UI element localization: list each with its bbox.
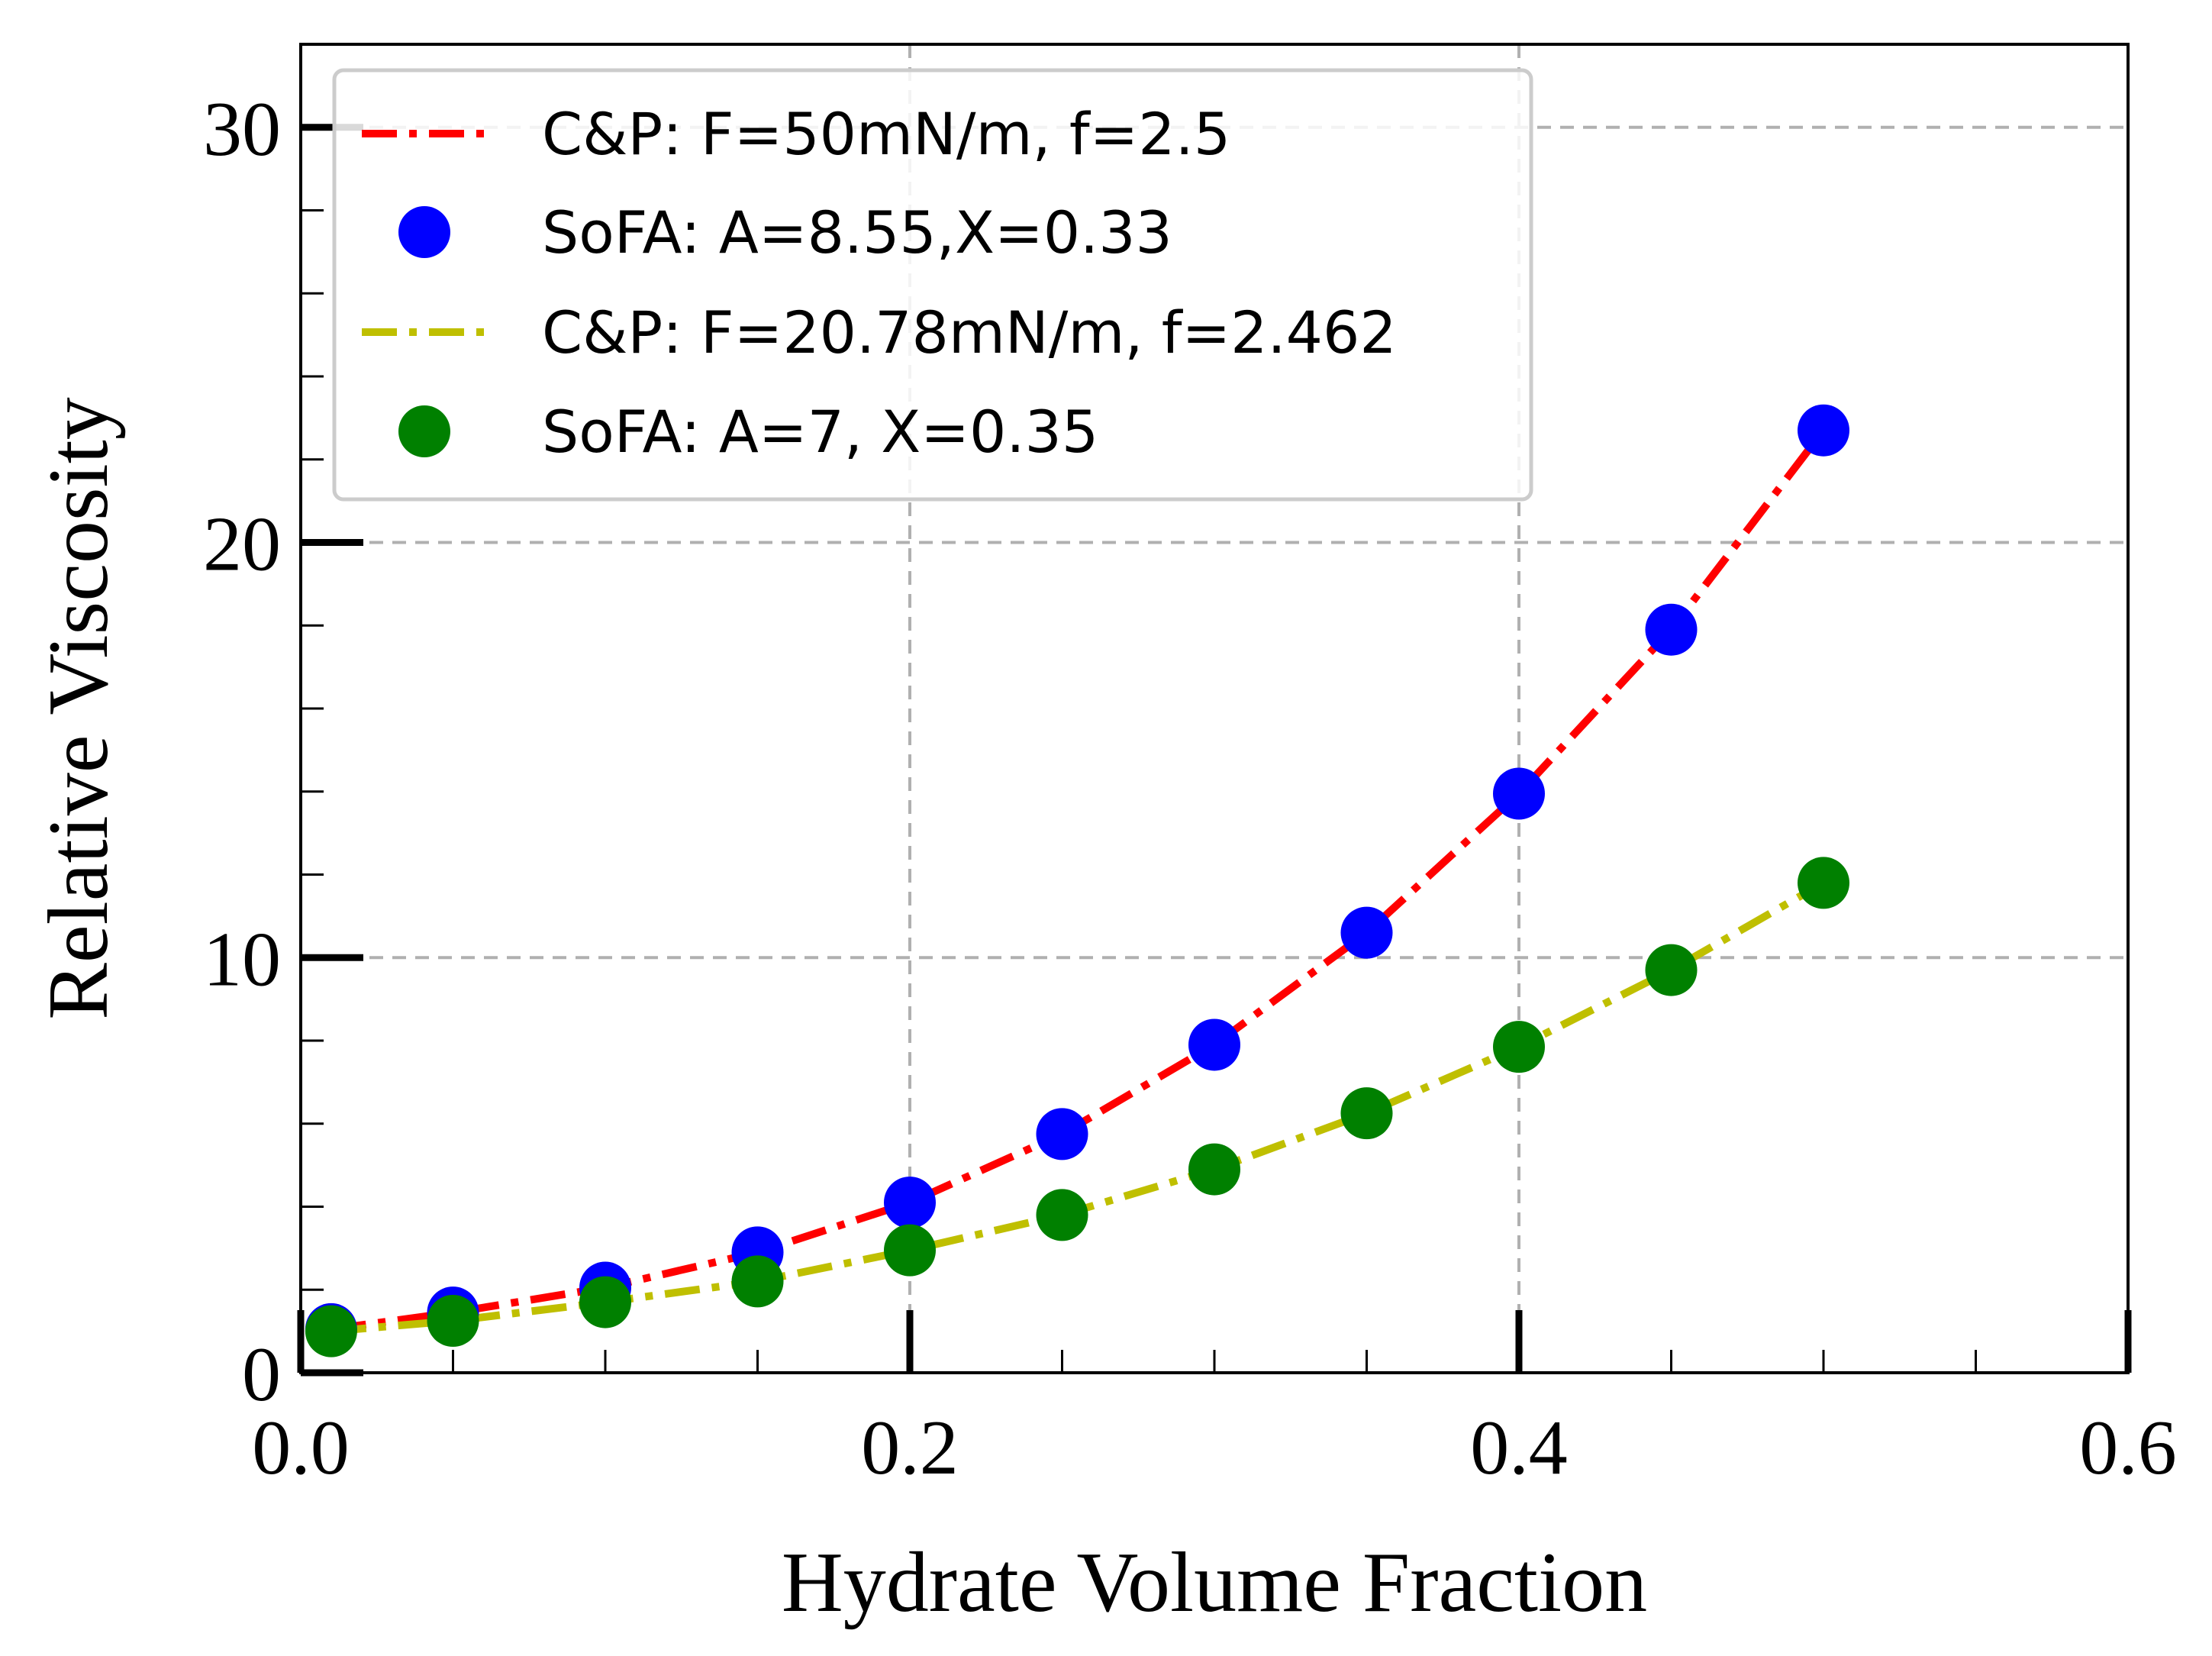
data-point <box>1645 603 1698 656</box>
x-tick-label: 0.0 <box>252 1405 350 1491</box>
data-point <box>884 1224 936 1277</box>
data-point <box>884 1177 936 1229</box>
data-point <box>1036 1189 1088 1241</box>
legend-label: C&P: F=20.78mN/m, f=2.462 <box>542 299 1397 366</box>
data-point <box>731 1255 784 1308</box>
data-point <box>1036 1108 1088 1160</box>
data-point <box>1798 404 1849 457</box>
y-tick-label: 10 <box>203 916 281 1002</box>
ticks <box>297 124 2132 1377</box>
data-point <box>579 1276 631 1328</box>
series-line <box>331 880 1826 1335</box>
legend-marker-swatch <box>398 206 450 258</box>
x-tick-label: 0.2 <box>861 1405 959 1491</box>
x-axis-label: Hydrate Volume Fraction <box>782 1535 1647 1630</box>
data-point <box>305 1305 357 1357</box>
y-axis-label: Relative Viscosity <box>31 397 126 1020</box>
data-point <box>427 1295 479 1348</box>
legend-label: SoFA: A=8.55,X=0.33 <box>542 199 1172 266</box>
data-point <box>1340 1087 1393 1140</box>
legend-marker-swatch <box>398 405 450 457</box>
legend-box <box>332 68 1533 502</box>
data-point <box>1340 906 1393 959</box>
data-point <box>1493 767 1545 820</box>
legend-label: C&P: F=50mN/m, f=2.5 <box>542 100 1230 168</box>
series-layer <box>305 404 1849 1357</box>
x-tick-label: 0.4 <box>1470 1405 1568 1491</box>
tick-labels: 0.0 0.2 0.4 0.6 0 10 20 30 <box>203 86 2177 1491</box>
grid <box>301 44 2128 1373</box>
x-tick-label: 0.6 <box>2079 1405 2177 1491</box>
data-point <box>1188 1018 1240 1071</box>
data-point <box>1188 1143 1240 1196</box>
data-point <box>1645 944 1698 996</box>
y-tick-label: 30 <box>203 86 281 173</box>
data-point <box>1798 857 1849 909</box>
y-tick-label: 20 <box>203 502 281 588</box>
data-point <box>1493 1021 1545 1073</box>
legend: C&P: F=50mN/m, f=2.5 SoFA: A=8.55,X=0.33 C… <box>332 68 1533 502</box>
legend-label: SoFA: A=7, X=0.35 <box>542 398 1098 466</box>
y-tick-label: 0 <box>242 1332 281 1418</box>
